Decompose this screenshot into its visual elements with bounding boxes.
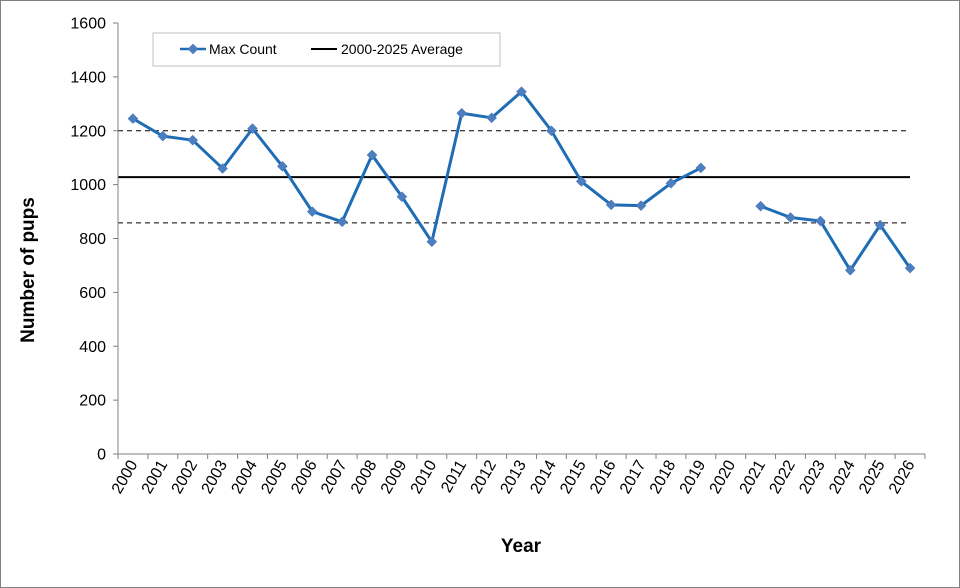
y-tick-label: 600 [79,285,106,302]
x-tick-label: 2003 [199,457,232,496]
x-tick-label: 2009 [378,457,411,496]
data-point-marker [247,123,258,134]
data-point-marker [456,107,468,119]
x-tick-label: 2018 [647,457,680,496]
legend-average-label: 2000-2025 Average [341,41,463,57]
data-point-marker [546,125,557,137]
x-tick-label: 2023 [796,457,829,496]
y-tick-label: 400 [79,339,106,356]
data-point-marker [695,162,707,174]
data-point-marker [426,236,438,248]
y-tick-label: 800 [79,231,106,248]
data-point-marker [904,262,916,274]
x-tick-label: 2021 [737,457,770,496]
x-tick-label: 2012 [468,457,501,496]
y-axis-title: Number of pups [18,197,39,343]
data-point-marker [157,130,169,142]
y-tick-label: 0 [97,447,106,464]
data-point-marker [486,112,497,124]
data-point-marker [516,86,527,98]
x-tick-label: 2025 [856,457,889,496]
x-tick-label: 2013 [497,457,530,496]
x-tick-label: 2017 [617,457,650,496]
x-tick-label: 2015 [557,457,590,496]
legend-max-count-label: Max Count [209,41,277,57]
x-axis-ticks: 2000200120022003200420052006200720082009… [109,454,926,497]
data-point-marker [635,200,647,211]
y-tick-label: 1000 [70,177,106,194]
y-tick-label: 1600 [70,16,106,33]
data-point-marker [366,149,378,161]
data-point-marker [277,160,288,172]
legend-max-count-swatch-marker [187,43,199,55]
data-point-marker [336,216,348,228]
x-tick-label: 2010 [408,457,441,496]
data-point-marker [575,176,587,187]
data-point-marker [755,200,766,212]
max-count-series [127,86,916,276]
y-tick-label: 1200 [70,123,106,140]
legend: Max Count 2000-2025 Average [152,32,501,67]
x-tick-label: 2024 [826,457,859,496]
x-tick-label: 2005 [258,457,291,496]
x-tick-label: 2014 [527,457,560,496]
x-axis-title: Year [501,536,542,557]
x-tick-label: 2008 [348,457,381,496]
data-point-marker [785,212,796,223]
x-tick-label: 2004 [228,457,261,496]
x-tick-label: 2022 [766,457,799,496]
x-tick-label: 2006 [288,457,321,496]
y-tick-label: 1400 [70,69,106,86]
reference-lines [118,130,910,224]
data-point-marker [605,199,617,211]
data-point-marker [187,134,199,146]
data-point-marker [217,163,228,174]
x-tick-label: 2000 [109,457,142,496]
data-point-marker [665,177,677,189]
x-tick-label: 2007 [318,457,351,496]
x-tick-label: 2020 [707,457,740,496]
y-tick-label: 200 [79,393,106,410]
x-tick-label: 2026 [886,457,919,496]
data-point-marker [127,113,139,124]
max-count-line [760,204,912,272]
x-tick-label: 2016 [587,457,620,496]
data-point-marker [874,219,886,231]
x-tick-label: 2001 [139,457,172,496]
data-point-marker [844,264,856,276]
data-point-marker [306,206,318,217]
data-point-marker [396,191,408,203]
x-tick-label: 2019 [677,457,710,496]
x-tick-label: 2002 [169,457,202,496]
data-point-marker [815,215,826,227]
y-axis-ticks: 0 200 400 600 800 1000 1200 1400 1600 [70,16,118,464]
x-tick-label: 2011 [438,457,470,495]
max-count-line [132,90,702,244]
